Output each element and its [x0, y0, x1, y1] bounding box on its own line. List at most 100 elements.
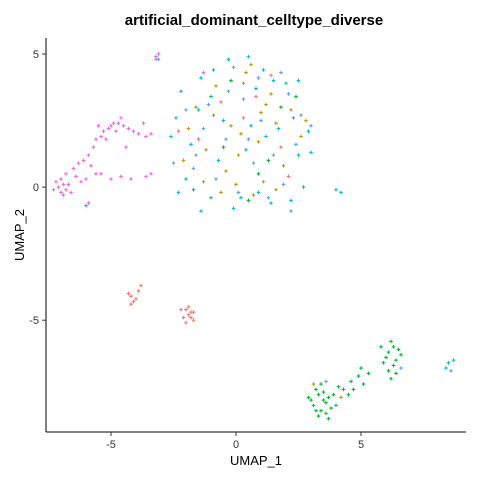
data-point: [129, 302, 133, 307]
data-point: [384, 355, 388, 360]
data-point: [309, 124, 313, 128]
data-point: [324, 411, 328, 416]
x-axis-title: UMAP_1: [230, 453, 282, 468]
data-point: [279, 105, 283, 110]
data-point: [176, 129, 181, 133]
data-point: [274, 187, 278, 192]
series-3: [191, 78, 403, 421]
data-point: [351, 387, 356, 392]
data-point: [339, 395, 343, 400]
data-point: [231, 206, 236, 211]
data-point: [296, 153, 301, 157]
data-point: [86, 153, 91, 157]
data-point: [321, 398, 326, 402]
data-point: [109, 124, 113, 128]
data-point: [59, 177, 63, 181]
data-point: [186, 305, 191, 309]
data-point: [224, 137, 228, 141]
data-point: [96, 124, 101, 128]
data-point: [311, 403, 316, 408]
data-point: [126, 291, 131, 296]
data-point: [261, 179, 266, 184]
data-point: [61, 193, 66, 197]
data-point: [59, 190, 63, 195]
data-point: [321, 390, 326, 394]
data-point: [316, 414, 321, 418]
data-point: [381, 360, 386, 365]
series-4: [84, 54, 456, 370]
data-point: [74, 174, 78, 179]
data-point: [216, 158, 221, 163]
data-point: [234, 182, 238, 187]
data-point: [391, 363, 396, 368]
data-point: [316, 392, 321, 397]
data-point: [189, 315, 193, 320]
data-point: [66, 182, 71, 187]
data-point: [56, 185, 61, 189]
data-point: [109, 177, 113, 181]
series-6: [51, 52, 206, 205]
data-point: [386, 368, 391, 373]
data-point: [264, 134, 268, 139]
data-point: [319, 408, 323, 413]
data-point: [271, 78, 276, 83]
data-point: [379, 345, 383, 349]
data-point: [449, 368, 453, 373]
data-point: [196, 108, 201, 112]
data-point: [179, 89, 183, 94]
data-point: [294, 142, 298, 147]
data-point: [246, 54, 251, 59]
data-point: [189, 142, 193, 147]
data-point: [136, 289, 141, 293]
data-point: [301, 185, 306, 189]
data-point: [391, 345, 396, 349]
data-point: [279, 145, 283, 149]
axes-layer: [45, 38, 466, 433]
data-point: [281, 182, 286, 187]
data-point: [326, 416, 331, 421]
y-tick-label: 5: [33, 49, 39, 61]
data-point: [241, 116, 246, 120]
data-point: [204, 148, 208, 152]
data-point: [71, 166, 76, 171]
data-point: [394, 371, 398, 376]
data-point: [254, 94, 258, 99]
data-point: [289, 108, 293, 112]
data-point: [226, 89, 231, 94]
data-point: [246, 198, 251, 203]
data-point: [184, 307, 188, 312]
chart-title: artificial_dominant_celltype_diverse: [125, 12, 383, 29]
data-point: [129, 177, 133, 181]
x-tick-label: -5: [106, 439, 116, 451]
data-point: [249, 124, 253, 128]
data-point: [84, 177, 88, 181]
data-point: [314, 408, 318, 413]
data-point: [131, 299, 136, 304]
data-point: [174, 116, 178, 120]
data-point: [251, 193, 256, 197]
data-point: [186, 313, 191, 317]
data-point: [249, 62, 253, 67]
data-point: [194, 105, 198, 110]
data-point: [214, 84, 218, 88]
data-point: [104, 137, 108, 141]
data-point: [256, 171, 261, 176]
data-point: [259, 118, 263, 123]
data-point: [399, 366, 403, 370]
data-point: [79, 179, 83, 184]
data-point: [359, 366, 363, 370]
data-point: [451, 358, 456, 362]
data-point: [259, 110, 263, 115]
data-point: [191, 318, 196, 322]
data-point: [324, 400, 328, 405]
data-point: [181, 315, 186, 320]
data-point: [209, 195, 213, 200]
data-point: [284, 81, 288, 86]
data-point: [221, 145, 226, 149]
data-point: [141, 121, 146, 125]
data-point: [191, 310, 196, 315]
data-point: [64, 187, 68, 192]
data-point: [154, 57, 158, 62]
data-point: [144, 174, 148, 179]
data-point: [201, 126, 206, 131]
